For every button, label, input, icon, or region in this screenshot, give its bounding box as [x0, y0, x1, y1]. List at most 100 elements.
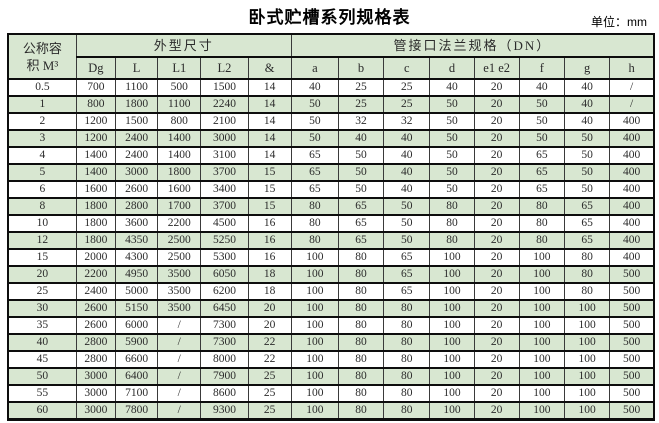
value-cell: 20: [473, 282, 520, 301]
value-cell: 100: [518, 333, 565, 352]
value-cell: 80: [383, 316, 431, 335]
value-cell: 18: [247, 282, 292, 301]
value-cell: 40: [563, 112, 611, 131]
value-cell: 20: [473, 146, 520, 165]
value-cell: 80: [337, 282, 385, 301]
value-cell: 80: [337, 299, 385, 318]
value-cell: 400: [609, 214, 655, 233]
value-cell: 50: [518, 95, 565, 114]
table-row: 20 2200 4950 3500 6050 18 100 80 65 100 20 100 80 500: [7, 265, 655, 284]
value-cell: 100: [290, 299, 339, 318]
value-cell: 100: [563, 401, 611, 421]
value-cell: 65: [518, 180, 565, 199]
value-cell: 14: [247, 95, 292, 114]
value-cell: /: [157, 316, 202, 335]
value-cell: /: [157, 333, 202, 352]
value-cell: 20: [473, 214, 520, 233]
value-cell: 100: [290, 367, 339, 386]
value-cell: 4300: [114, 248, 159, 267]
column-header: e1 e2: [473, 56, 520, 80]
value-cell: 6400: [114, 367, 159, 386]
value-cell: 50: [518, 112, 565, 131]
value-cell: 20: [473, 197, 520, 216]
value-cell: 1800: [75, 214, 116, 233]
value-cell: 500: [609, 367, 655, 386]
value-cell: 5900: [114, 333, 159, 352]
value-cell: 25: [383, 95, 431, 114]
value-cell: 2200: [75, 265, 116, 284]
value-cell: 400: [609, 146, 655, 165]
value-cell: 80: [429, 231, 475, 250]
value-cell: 20: [473, 265, 520, 284]
value-cell: 50: [383, 231, 431, 250]
value-cell: 100: [429, 299, 475, 318]
value-cell: 50: [563, 180, 611, 199]
value-cell: 80: [337, 350, 385, 369]
table-row: 50 3000 6400/7900 25 100 80 80 100 20 100 100 500: [7, 367, 655, 386]
value-cell: 2800: [75, 350, 116, 369]
value-cell: 7300: [200, 333, 249, 352]
value-cell: 65: [383, 282, 431, 301]
value-cell: 100: [429, 401, 475, 421]
table-row: 6 1600 2600 1600 3400 15 65 50 40 50 20 65 50 400: [7, 180, 655, 199]
value-cell: 14: [247, 146, 292, 165]
value-cell: 80: [290, 214, 339, 233]
value-cell: 1100: [157, 95, 202, 114]
value-cell: 1800: [75, 231, 116, 250]
value-cell: 100: [518, 401, 565, 421]
value-cell: 20: [473, 231, 520, 250]
value-cell: 16: [247, 231, 292, 250]
value-cell: 1500: [114, 112, 159, 131]
table-row: 1 800 1800 1100 2240 14 50 25 25 50 20 50 40/: [7, 95, 655, 114]
value-cell: 80: [518, 197, 565, 216]
value-cell: 20: [473, 95, 520, 114]
table-row: 15 2000 4300 2500 5300 16 100 80 65 100 20 100 80 400: [7, 248, 655, 267]
volume-header-line2: 积 M³: [26, 57, 59, 73]
value-cell: 100: [429, 384, 475, 403]
value-cell: 1800: [157, 163, 202, 182]
value-cell: 80: [337, 265, 385, 284]
value-cell: 65: [383, 248, 431, 267]
table-row: 10 1800 3600 2200 4500 16 80 65 50 80 20 80 65 400: [7, 214, 655, 233]
value-cell: 1600: [157, 180, 202, 199]
value-cell: 100: [518, 350, 565, 369]
table-row: 55 3000 7100/8600 25 100 80 80 100 20 100 100 500: [7, 384, 655, 403]
unit-label: 单位：mm: [591, 15, 647, 29]
volume-cell: 6: [7, 180, 77, 199]
value-cell: 100: [290, 333, 339, 352]
value-cell: 100: [429, 367, 475, 386]
value-cell: 2200: [157, 214, 202, 233]
value-cell: 65: [337, 197, 385, 216]
column-header: L2: [200, 56, 249, 80]
volume-cell: 8: [7, 197, 77, 216]
value-cell: 20: [473, 129, 520, 148]
value-cell: 80: [337, 248, 385, 267]
value-cell: 40: [429, 78, 475, 97]
value-cell: 50: [337, 163, 385, 182]
page-title: 卧式贮槽系列规格表: [248, 8, 411, 27]
value-cell: 1800: [75, 197, 116, 216]
value-cell: 1200: [75, 129, 116, 148]
value-cell: 80: [290, 197, 339, 216]
value-cell: 40: [563, 78, 611, 97]
value-cell: 100: [518, 265, 565, 284]
value-cell: 700: [75, 78, 116, 97]
value-cell: 80: [518, 231, 565, 250]
value-cell: 20: [473, 112, 520, 131]
value-cell: 100: [563, 316, 611, 335]
value-cell: 4950: [114, 265, 159, 284]
value-cell: 2400: [114, 146, 159, 165]
value-cell: 50: [429, 146, 475, 165]
value-cell: 50: [563, 146, 611, 165]
value-cell: 50: [563, 129, 611, 148]
value-cell: 400: [609, 112, 655, 131]
value-cell: 65: [518, 163, 565, 182]
volume-cell: 30: [7, 299, 77, 318]
subheader-row: Dg L L1 L2 & a b c d e1 e2 f g h: [8, 56, 655, 80]
value-cell: 20: [247, 316, 292, 335]
value-cell: 6000: [114, 316, 159, 335]
value-cell: 20: [473, 350, 520, 369]
value-cell: 100: [290, 282, 339, 301]
value-cell: 500: [609, 350, 655, 369]
value-cell: 50: [383, 214, 431, 233]
